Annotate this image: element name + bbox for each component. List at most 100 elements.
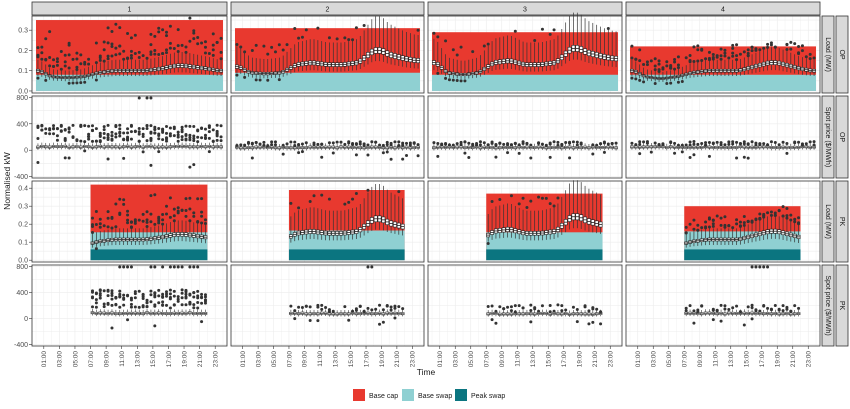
box-outlier <box>533 306 537 310</box>
x-tick-label: 19:00 <box>775 351 782 368</box>
box-outlier <box>354 153 358 157</box>
box-outlier <box>184 50 188 54</box>
box-outlier <box>812 140 816 144</box>
box-outlier <box>102 125 106 129</box>
box-outlier <box>575 320 579 324</box>
box-outlier <box>700 304 704 308</box>
panel-PK-load-1 <box>31 180 228 263</box>
box-outlier <box>153 52 157 56</box>
box-outlier <box>700 58 704 62</box>
box-outlier <box>556 140 560 144</box>
box-outlier <box>157 127 161 131</box>
box-outlier <box>200 214 204 218</box>
box-outlier <box>176 265 180 269</box>
box-outlier <box>742 223 746 227</box>
box-outlier <box>657 62 661 66</box>
box-outlier <box>285 142 289 146</box>
box-outlier <box>133 51 137 55</box>
box-outlier <box>285 43 289 47</box>
box-outlier <box>161 52 165 56</box>
box-outlier <box>106 157 110 161</box>
box-outlier <box>486 242 490 246</box>
box-outlier <box>684 306 688 310</box>
box-outlier <box>129 305 133 309</box>
box-outlier <box>196 35 200 39</box>
box-outlier <box>273 140 277 144</box>
box-outlier <box>661 66 665 70</box>
box-outlier <box>153 324 157 328</box>
box-outlier <box>560 309 564 313</box>
box-outlier <box>471 50 475 54</box>
box-outlier <box>250 48 254 52</box>
box-outlier <box>727 56 731 60</box>
panel-PK-load-4 <box>625 180 821 263</box>
box-outlier <box>75 68 79 72</box>
box-outlier <box>192 211 196 215</box>
box-outlier <box>742 215 746 219</box>
box-outlier <box>293 27 297 31</box>
box-outlier <box>215 40 219 44</box>
box-outlier <box>673 151 677 155</box>
x-tick-label: 23:00 <box>410 351 417 368</box>
box-outlier <box>126 209 130 213</box>
box-outlier <box>486 304 490 308</box>
box-outlier <box>735 54 739 58</box>
box-outlier <box>715 140 719 144</box>
box-outlier <box>416 143 420 147</box>
box-outlier <box>719 216 723 220</box>
box-outlier <box>389 141 393 145</box>
box-outlier <box>196 301 200 305</box>
box-outlier <box>731 140 735 144</box>
box-outlier <box>758 217 762 221</box>
box-outlier <box>688 143 692 147</box>
box-outlier <box>55 63 59 67</box>
box-outlier <box>118 305 122 309</box>
box-outlier <box>548 304 552 308</box>
box-outlier <box>401 157 405 161</box>
box-outlier <box>192 136 196 140</box>
box-outlier <box>55 60 59 64</box>
box-outlier <box>521 140 525 144</box>
box-outlier <box>153 265 157 269</box>
box-outlier <box>180 296 184 300</box>
box-outlier <box>556 196 560 200</box>
box-outlier <box>727 140 731 144</box>
box-outlier <box>595 143 599 147</box>
box-outlier <box>393 304 397 308</box>
box-outlier <box>673 60 677 64</box>
box-outlier <box>793 220 797 224</box>
box-outlier <box>517 143 521 147</box>
box-outlier <box>649 59 653 63</box>
box-outlier <box>405 154 409 158</box>
box-outlier <box>669 64 673 68</box>
box-outlier <box>203 51 207 55</box>
box-outlier <box>110 45 114 49</box>
box-outlier <box>165 290 169 294</box>
box-outlier <box>692 142 696 146</box>
box-outlier <box>122 293 126 297</box>
box-outlier <box>735 140 739 144</box>
box-outlier <box>789 40 793 44</box>
box-outlier <box>327 36 331 40</box>
box-outlier <box>192 306 196 310</box>
box-outlier <box>126 265 130 269</box>
y-tick-label: 0 <box>24 148 28 155</box>
x-tick-label: 17:00 <box>759 351 766 368</box>
box-outlier <box>87 57 91 61</box>
box-outlier <box>52 132 56 136</box>
panel-border <box>230 95 425 179</box>
box-outlier <box>750 140 754 144</box>
box-outlier <box>281 48 285 52</box>
box-outlier <box>408 141 412 145</box>
box-outlier <box>44 78 48 82</box>
box-outlier <box>102 48 106 52</box>
box-outlier <box>98 134 102 138</box>
x-tick-label: 13:00 <box>530 351 537 368</box>
box-outlier <box>94 61 98 65</box>
box-outlier <box>808 57 812 61</box>
box-outlier <box>63 60 67 64</box>
panel-OP-load-2 <box>230 15 425 94</box>
box-outlier <box>684 225 688 229</box>
box-outlier <box>571 305 575 309</box>
